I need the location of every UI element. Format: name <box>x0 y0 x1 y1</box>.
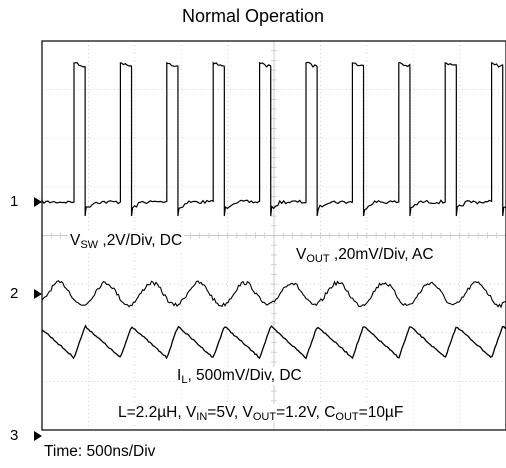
vsw-trace <box>41 61 506 217</box>
ch1-marker-arrow <box>34 197 42 207</box>
time-scale-label: Time: 500ns/Div <box>44 443 156 460</box>
vout-trace <box>41 280 506 309</box>
vout-label: VOUT ,20mV/Div, AC <box>294 246 436 265</box>
ch1-marker: 1 <box>10 193 19 210</box>
ch2-marker-arrow <box>34 289 42 299</box>
ch3-marker: 3 <box>10 427 19 444</box>
ch3-marker-arrow <box>34 431 42 441</box>
ch2-marker: 2 <box>10 285 19 302</box>
vsw-label: VSW ,2V/Div, DC <box>68 232 185 251</box>
chart-title: Normal Operation <box>181 6 325 26</box>
plot-frame <box>41 40 506 431</box>
il-label: IL, 500mV/Div, DC <box>175 367 304 386</box>
conditions-label: L=2.2µH, VIN=5V, VOUT=1.2V, COUT=10µF <box>116 404 406 423</box>
il-trace <box>41 324 506 360</box>
